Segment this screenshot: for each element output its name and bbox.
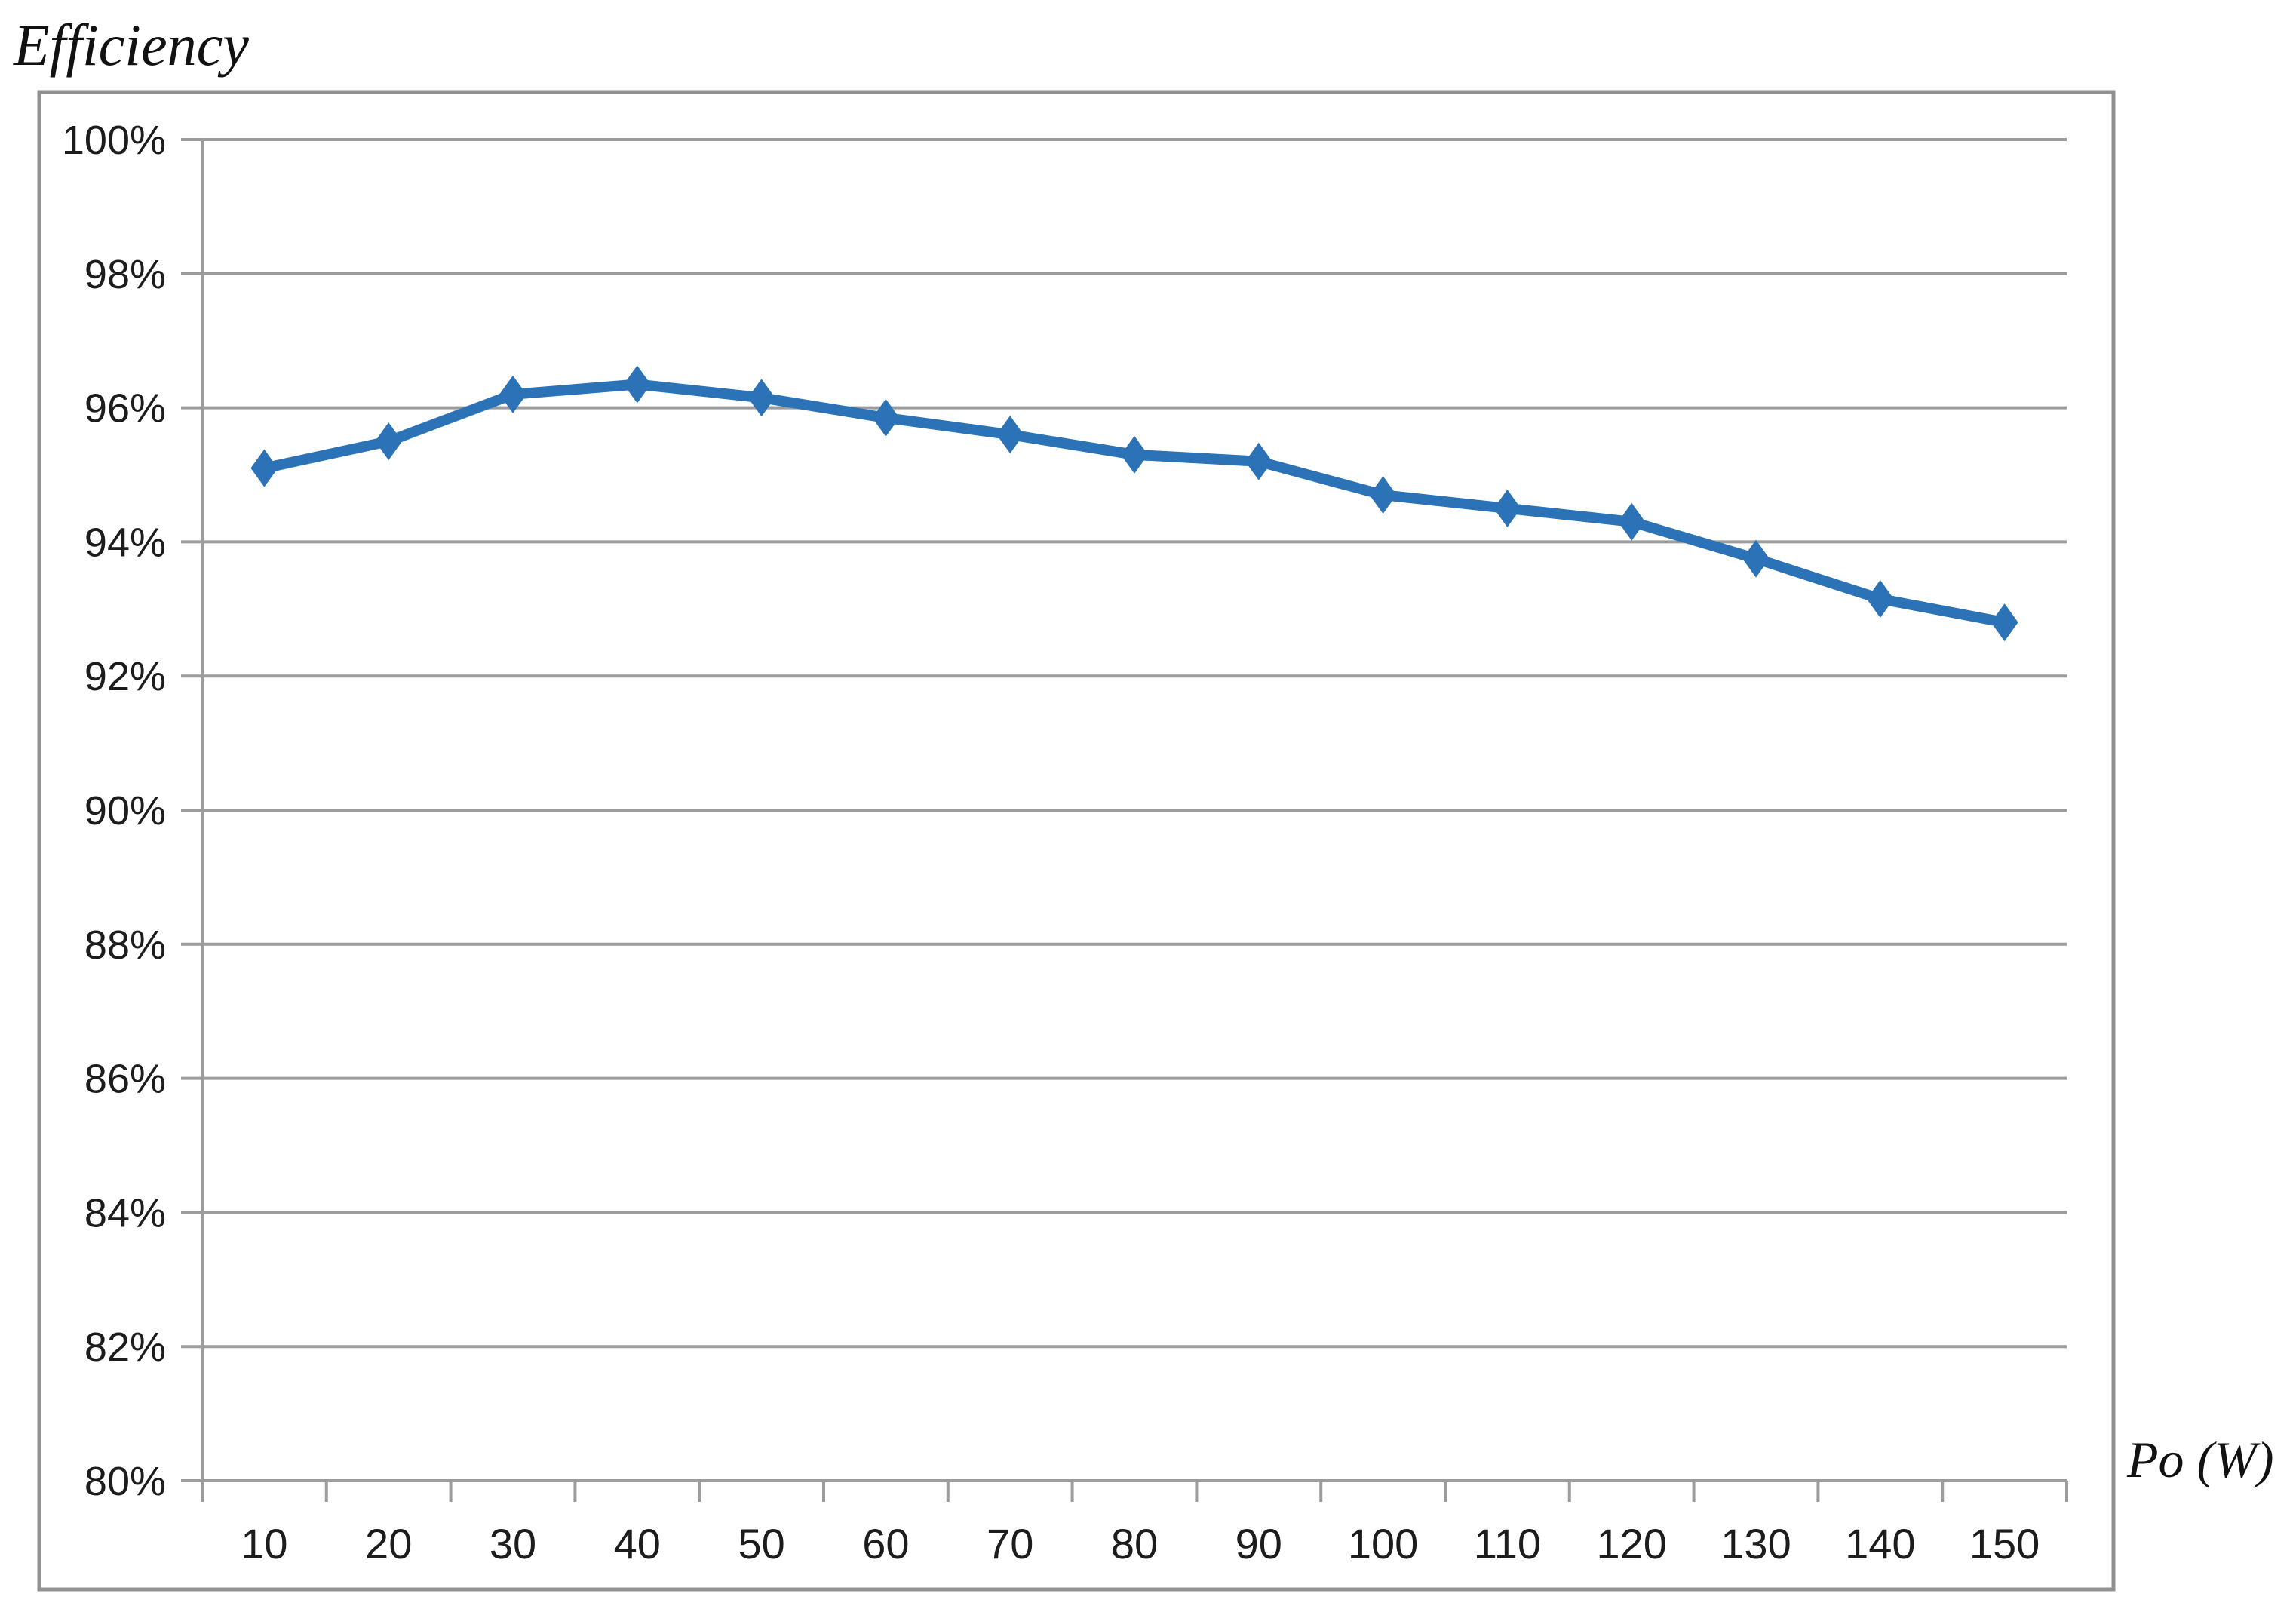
data-point-marker xyxy=(1991,603,2018,642)
x-tick-label: 150 xyxy=(1969,1520,2040,1567)
x-tick-label: 100 xyxy=(1348,1520,1418,1567)
data-point-marker xyxy=(1493,489,1521,527)
y-tick-label: 96% xyxy=(84,386,166,431)
data-point-marker xyxy=(375,422,403,461)
y-tick-label: 88% xyxy=(84,923,166,968)
data-point-marker xyxy=(747,379,775,417)
y-tick-label: 94% xyxy=(84,520,166,565)
data-point-marker xyxy=(499,375,526,413)
data-point-marker xyxy=(1121,435,1148,474)
x-tick-label: 120 xyxy=(1596,1520,1666,1567)
x-tick-label: 110 xyxy=(1474,1520,1541,1567)
data-point-marker xyxy=(872,398,900,437)
x-tick-label: 90 xyxy=(1235,1520,1282,1567)
y-tick-label: 82% xyxy=(84,1325,166,1370)
x-tick-label: 10 xyxy=(241,1520,287,1567)
x-tick-label: 140 xyxy=(1845,1520,1915,1567)
x-tick-label: 40 xyxy=(614,1520,661,1567)
y-tick-label: 80% xyxy=(84,1459,166,1504)
chart-border xyxy=(37,90,2116,1592)
data-point-marker xyxy=(1245,442,1272,480)
x-tick-label: 20 xyxy=(365,1520,412,1567)
data-point-marker xyxy=(1866,579,1894,618)
x-tick-label: 50 xyxy=(738,1520,784,1567)
y-tick-label: 100% xyxy=(62,118,166,163)
data-point-marker xyxy=(623,365,651,404)
x-tick-label: 130 xyxy=(1720,1520,1791,1567)
data-point-marker xyxy=(1742,539,1770,578)
y-tick-label: 84% xyxy=(84,1190,166,1236)
data-point-marker xyxy=(250,449,278,487)
data-point-marker xyxy=(1618,502,1646,541)
data-point-marker xyxy=(1369,476,1397,514)
y-tick-label: 92% xyxy=(84,654,166,699)
y-tick-label: 98% xyxy=(84,252,166,297)
x-axis-title: Po (W) xyxy=(2126,1431,2273,1488)
x-tick-label: 80 xyxy=(1111,1520,1158,1567)
data-point-marker xyxy=(996,416,1024,454)
y-tick-label: 86% xyxy=(84,1057,166,1102)
chart-title: Efficiency xyxy=(13,12,249,78)
y-tick-label: 90% xyxy=(84,788,166,834)
x-tick-label: 70 xyxy=(987,1520,1033,1567)
x-tick-label: 60 xyxy=(862,1520,909,1567)
x-tick-label: 30 xyxy=(490,1520,536,1567)
